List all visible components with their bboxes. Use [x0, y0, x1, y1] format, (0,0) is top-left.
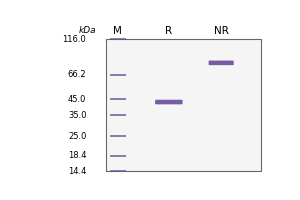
Bar	[110, 38, 126, 40]
Bar	[110, 98, 126, 100]
Text: 45.0: 45.0	[68, 95, 86, 104]
Text: kDa: kDa	[79, 26, 96, 35]
Text: R: R	[165, 26, 172, 36]
Text: M: M	[113, 26, 122, 36]
FancyBboxPatch shape	[155, 100, 183, 104]
Text: 14.4: 14.4	[68, 167, 86, 176]
Text: 116.0: 116.0	[63, 35, 86, 44]
FancyBboxPatch shape	[208, 61, 234, 65]
Text: 66.2: 66.2	[68, 70, 86, 79]
Bar	[106, 39, 261, 171]
Bar	[110, 114, 126, 116]
Bar	[110, 74, 126, 76]
Text: 18.4: 18.4	[68, 151, 86, 160]
Bar	[110, 155, 126, 157]
Bar	[110, 135, 126, 137]
Text: NR: NR	[214, 26, 229, 36]
Text: 25.0: 25.0	[68, 132, 86, 141]
Text: 35.0: 35.0	[68, 111, 86, 120]
Bar	[110, 170, 126, 172]
